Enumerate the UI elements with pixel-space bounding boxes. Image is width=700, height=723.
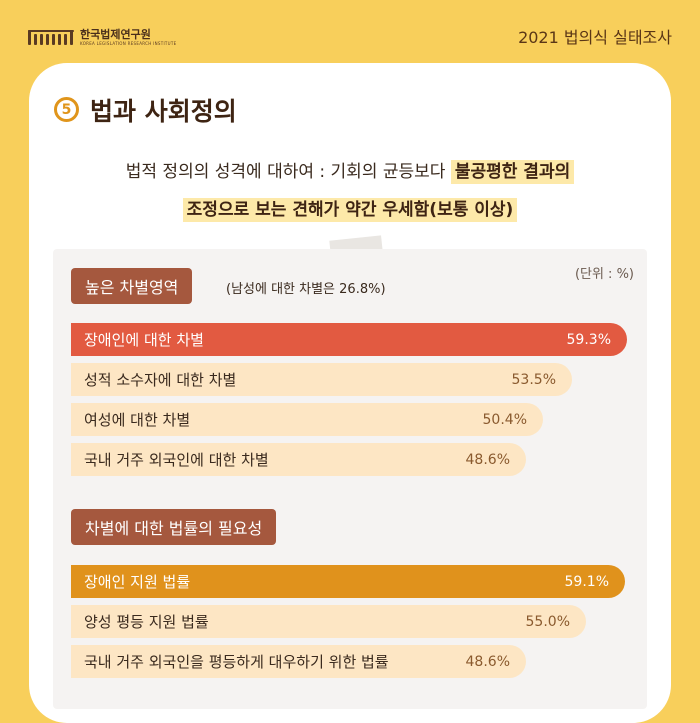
bar-label: 장애인에 대한 차별	[84, 331, 204, 349]
bar-0-0: 장애인에 대한 차별 59.3%	[71, 323, 627, 356]
group-label-law-necessity: 차별에 대한 법률의 필요성	[71, 509, 277, 545]
group-label-discrimination-areas: 높은 차별영역	[71, 268, 193, 304]
section-number-badge: 5	[54, 97, 79, 122]
bar-label: 국내 거주 외국인에 대한 차별	[84, 451, 269, 469]
summary-text: 법적 정의의 성격에 대하여 : 기회의 균등보다 불공평한 결과의 조정으로 …	[0, 153, 700, 229]
bar-label: 성적 소수자에 대한 차별	[84, 371, 237, 389]
bar-value-label: 50.4%	[482, 411, 527, 428]
survey-title: 2021 법의식 실태조사	[518, 28, 672, 47]
logo: 한국법제연구원 KOREA LEGISLATION RESEARCH INSTI…	[28, 29, 176, 46]
bar-label: 장애인 지원 법률	[84, 573, 191, 591]
bar-value-label: 59.3%	[566, 331, 611, 348]
group-note: (남성에 대한 차별은 26.8%)	[226, 282, 386, 297]
bar-value-label: 48.6%	[465, 451, 510, 468]
bar-value-label: 55.0%	[525, 613, 570, 630]
bar-value-label: 53.5%	[511, 371, 556, 388]
chart-panel	[53, 249, 647, 709]
bar-label: 여성에 대한 차별	[84, 411, 191, 429]
summary-line2-highlight: 조정으로 보는 견해가 약간 우세함(보통 이상)	[182, 198, 518, 222]
summary-line1-plain: 법적 정의의 성격에 대하여 : 기회의 균등보다	[125, 162, 451, 182]
bar-0-3: 국내 거주 외국인에 대한 차별 48.6%	[71, 443, 526, 476]
logo-mark-icon	[28, 30, 74, 45]
bar-value-label: 48.6%	[465, 653, 510, 670]
unit-label: (단위 : %)	[574, 267, 634, 282]
bar-label: 국내 거주 외국인을 평등하게 대우하기 위한 법률	[84, 653, 389, 671]
section-title: 법과 사회정의	[90, 97, 237, 126]
bar-0-2: 여성에 대한 차별 50.4%	[71, 403, 543, 436]
org-subtitle: KOREA LEGISLATION RESEARCH INSTITUTE	[80, 41, 177, 46]
bar-0-1: 성적 소수자에 대한 차별 53.5%	[71, 363, 572, 396]
bar-1-2: 국내 거주 외국인을 평등하게 대우하기 위한 법률 48.6%	[71, 645, 526, 678]
bar-1-0: 장애인 지원 법률 59.1%	[71, 565, 625, 598]
bar-label: 양성 평등 지원 법률	[84, 613, 209, 631]
bar-1-1: 양성 평등 지원 법률 55.0%	[71, 605, 586, 638]
summary-line1-highlight: 불공평한 결과의	[450, 160, 575, 184]
bar-value-label: 59.1%	[564, 573, 609, 590]
org-name: 한국법제연구원	[80, 28, 151, 41]
